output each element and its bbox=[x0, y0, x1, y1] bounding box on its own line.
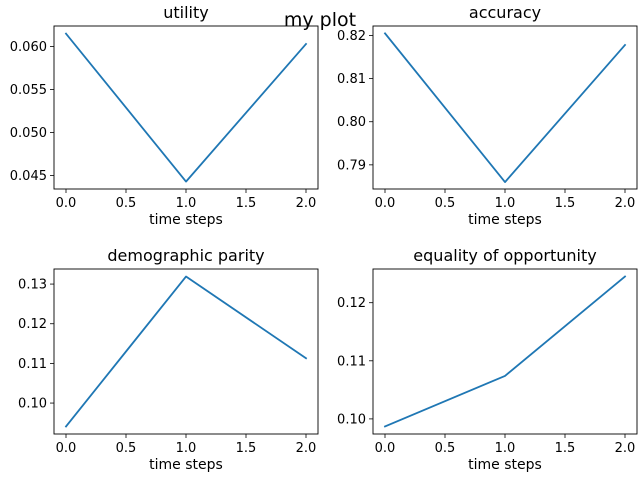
x-tick-label: 2.0 bbox=[296, 441, 317, 456]
y-tick-label: 0.13 bbox=[18, 278, 47, 293]
x-tick-label: 1.0 bbox=[495, 441, 516, 456]
y-tick-label: 0.060 bbox=[10, 40, 47, 55]
x-tick-label: 0.5 bbox=[435, 441, 456, 456]
x-axis-label: time steps bbox=[468, 457, 542, 473]
x-tick-label: 1.5 bbox=[236, 441, 257, 456]
subplot-2: accuracy 0.0 0.5 1.0 1.5 2.0 0.79 0.80 0.81 0.82 t… bbox=[337, 3, 638, 228]
x-tick-label: 0.5 bbox=[116, 196, 137, 211]
x-tick-label: 0.5 bbox=[116, 441, 137, 456]
subplot-3: demographic parity 0.0 0.5 1.0 1.5 2.0 0.10 0.1… bbox=[18, 246, 319, 473]
y-tick-label: 0.050 bbox=[10, 126, 47, 141]
x-axis-label: time steps bbox=[149, 457, 223, 473]
x-axis-label: time steps bbox=[149, 212, 223, 228]
y-tick-label: 0.055 bbox=[10, 83, 47, 98]
x-tick-label: 1.5 bbox=[555, 196, 576, 211]
x-tick-label: 2.0 bbox=[615, 196, 636, 211]
y-tick-label: 0.81 bbox=[337, 72, 366, 87]
axes-frame bbox=[372, 268, 638, 435]
x-tick-label: 0.0 bbox=[56, 196, 77, 211]
x-tick-label: 2.0 bbox=[296, 196, 317, 211]
subplots: utility 0.0 0.5 1.0 1.5 2.0 0.045 0.050 0.055 0.0… bbox=[10, 3, 638, 473]
subplot-1: utility 0.0 0.5 1.0 1.5 2.0 0.045 0.050 0.055 0.0… bbox=[10, 3, 319, 228]
y-tick-label: 0.79 bbox=[337, 158, 366, 173]
y-tick-label: 0.045 bbox=[10, 169, 47, 184]
x-axis-label: time steps bbox=[468, 212, 542, 228]
x-tick-label: 1.0 bbox=[176, 196, 197, 211]
x-tick-label: 0.0 bbox=[375, 441, 396, 456]
x-tick-label: 2.0 bbox=[615, 441, 636, 456]
figure-suptitle: my plot bbox=[284, 9, 356, 31]
y-tick-label: 0.12 bbox=[337, 296, 366, 311]
subplot-4: equality of opportunity 0.0 0.5 1.0 1.5 2.0 0.… bbox=[337, 246, 638, 473]
y-tick-label: 0.12 bbox=[18, 317, 47, 332]
series-line bbox=[383, 32, 627, 184]
series-line bbox=[64, 275, 308, 428]
series-line bbox=[64, 32, 308, 183]
y-tick-label: 0.10 bbox=[18, 397, 47, 412]
subplot-title: demographic parity bbox=[107, 246, 264, 265]
subplot-title: utility bbox=[163, 3, 209, 22]
series-line bbox=[383, 275, 627, 428]
y-tick-label: 0.11 bbox=[337, 354, 366, 369]
x-tick-label: 1.5 bbox=[555, 441, 576, 456]
x-tick-label: 0.5 bbox=[435, 196, 456, 211]
y-tick-label: 0.11 bbox=[18, 357, 47, 372]
subplot-title: accuracy bbox=[469, 3, 541, 22]
axes-frame bbox=[53, 268, 319, 435]
subplot-title: equality of opportunity bbox=[413, 246, 596, 265]
x-tick-label: 0.0 bbox=[375, 196, 396, 211]
y-tick-label: 0.82 bbox=[337, 29, 366, 44]
x-tick-label: 1.5 bbox=[236, 196, 257, 211]
x-tick-label: 1.0 bbox=[176, 441, 197, 456]
axes-frame bbox=[372, 25, 638, 190]
y-tick-label: 0.80 bbox=[337, 115, 366, 130]
x-tick-label: 0.0 bbox=[56, 441, 77, 456]
x-tick-label: 1.0 bbox=[495, 196, 516, 211]
y-tick-label: 0.10 bbox=[337, 412, 366, 427]
axes-frame bbox=[53, 25, 319, 190]
